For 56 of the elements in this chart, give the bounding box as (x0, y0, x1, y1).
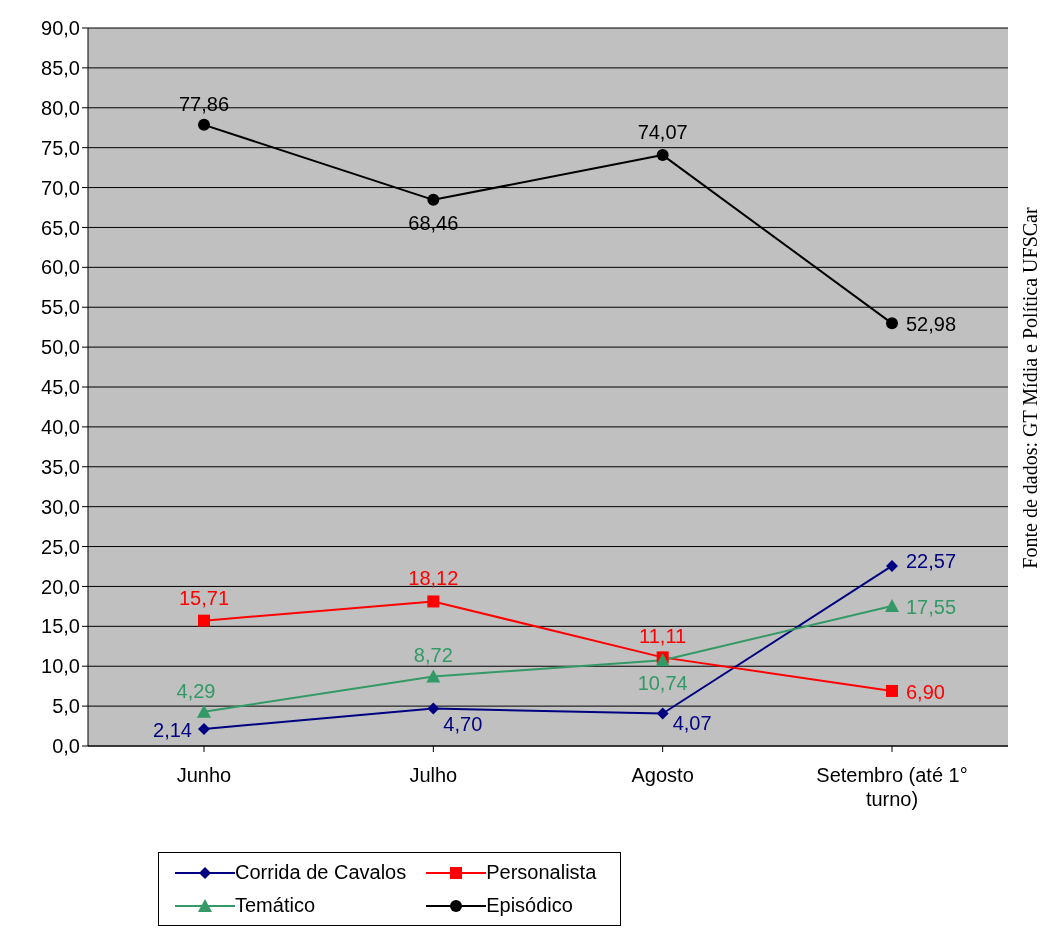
data-label: 4,07 (672, 711, 712, 734)
point (198, 722, 210, 735)
y-tick-label: 50,0 (41, 336, 80, 359)
point (427, 595, 440, 608)
y-tick-label: 80,0 (41, 96, 80, 119)
data-label: 8,72 (413, 644, 453, 667)
data-label: 18,12 (408, 567, 459, 590)
y-tick-label: 55,0 (41, 296, 80, 319)
point (656, 707, 669, 720)
data-label: 22,57 (906, 549, 957, 572)
x-tick-label: Setembro (até 1° turno) (816, 764, 968, 810)
x-tick-label: Junho (176, 764, 232, 786)
y-tick-label: 70,0 (41, 176, 80, 199)
y-tick-label: 30,0 (41, 495, 80, 518)
legend-label: Corrida de Cavalos (235, 861, 407, 884)
point (427, 702, 440, 715)
data-label: 11,11 (639, 625, 687, 648)
y-tick-label: 25,0 (41, 535, 80, 558)
data-label: 4,29 (176, 679, 216, 702)
y-tick-label: 65,0 (41, 216, 80, 239)
x-tick-label: Agosto (631, 764, 694, 786)
y-tick-label: 75,0 (41, 136, 80, 159)
y-tick-label: 60,0 (41, 256, 80, 279)
data-label: 6,90 (906, 680, 945, 703)
y-tick-label: 40,0 (41, 415, 80, 438)
y-tick-label: 85,0 (41, 56, 80, 79)
data-label: 17,55 (906, 595, 957, 618)
data-label: 4,70 (443, 712, 483, 735)
y-tick-label: 0,0 (52, 735, 80, 758)
legend-label: Personalista (486, 861, 597, 884)
y-tick-label: 5,0 (52, 695, 80, 718)
data-label: 10,74 (637, 672, 688, 695)
point (885, 598, 899, 612)
y-tick-label: 10,0 (41, 655, 80, 678)
y-tick-label: 35,0 (41, 455, 80, 478)
source-note: Fonte de dados: GT Mídia e Política UFSCar (1018, 207, 1042, 569)
y-tick-label: 45,0 (41, 376, 80, 399)
data-label: 52,98 (906, 313, 957, 336)
point (198, 118, 210, 131)
point (656, 149, 669, 162)
data-label: 74,07 (637, 121, 688, 144)
y-tick-label: 15,0 (41, 615, 80, 638)
point (197, 704, 211, 718)
point (886, 317, 898, 330)
x-tick-label: Julho (409, 764, 458, 786)
point (198, 614, 210, 627)
point (886, 684, 898, 697)
point (426, 669, 441, 683)
data-label: 2,14 (153, 718, 192, 741)
point (427, 193, 440, 206)
y-tick-label: 20,0 (41, 575, 80, 598)
legend-label: Temático (235, 894, 316, 917)
point (886, 559, 898, 572)
data-label: 15,71 (178, 586, 230, 609)
y-tick-label: 90,0 (41, 17, 80, 40)
legend-label: Episódico (486, 894, 573, 917)
